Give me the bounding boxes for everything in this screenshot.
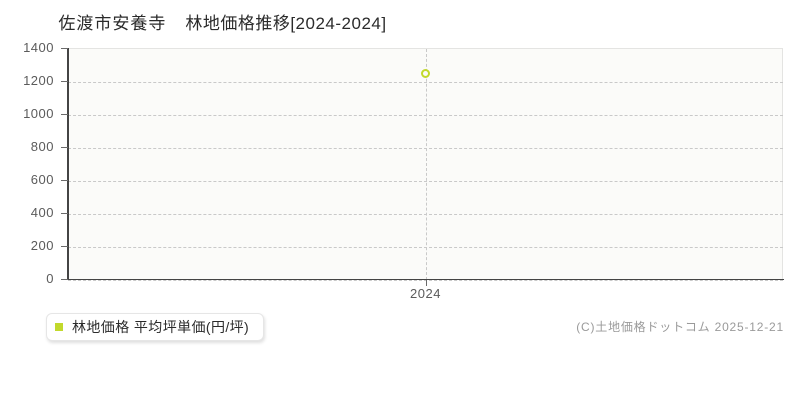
chart-title-place: 佐渡市安養寺 [58,14,167,33]
y-axis-tick-label: 200 [30,238,54,253]
y-axis-tick [61,114,68,115]
gridline-vertical [425,49,427,280]
legend-label: 林地価格 平均坪単価(円/坪) [72,319,250,335]
y-axis-tick [61,180,68,181]
y-axis-tick [61,213,68,214]
y-axis-tick-label: 600 [30,172,54,187]
y-axis-tick-label: 0 [46,271,54,286]
x-axis-tick [425,280,427,286]
y-axis-tick [61,81,68,82]
chart-legend[interactable]: 林地価格 平均坪単価(円/坪) [46,313,265,341]
y-axis-tick-label: 1200 [23,73,54,88]
y-axis-tick-label: 1400 [23,40,54,55]
credit-text: (C)土地価格ドットコム 2025-12-21 [576,320,784,334]
chart-title: 佐渡市安養寺 林地価格推移[2024-2024] [0,9,800,34]
y-axis-tick [61,48,68,49]
y-axis-tick-label: 1000 [23,106,54,121]
plot-area [68,48,783,281]
chart-title-series: 林地価格推移[2024-2024] [185,14,387,33]
x-axis-line [68,279,784,280]
x-axis-tick-label: 2024 [410,286,441,301]
data-point-marker [421,69,430,79]
y-axis-tick-label: 800 [30,139,54,154]
y-axis-tick [61,246,68,247]
y-axis-line [67,48,69,280]
y-axis-tick [61,279,68,280]
y-axis-tick-label: 400 [30,205,54,220]
y-axis-tick [61,147,68,148]
legend-color-swatch-icon [55,323,63,331]
